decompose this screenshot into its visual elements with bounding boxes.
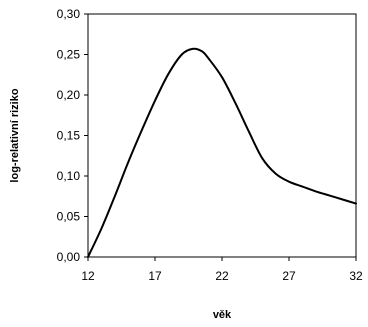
series-line [87, 47, 357, 258]
y-tick-label: 0,00 [57, 250, 81, 264]
x-tick-label: 32 [349, 269, 363, 283]
y-axis-title: log-relativní riziko [9, 88, 21, 182]
y-tick-label: 0,30 [57, 7, 81, 21]
y-tick-label: 0,05 [57, 210, 81, 224]
y-axis-ticks: 0,00 0,05 0,10 0,15 0,20 0,25 0,30 [57, 7, 88, 264]
x-axis-ticks: 12 17 22 27 32 [81, 257, 363, 283]
x-tick-label: 22 [215, 269, 229, 283]
y-tick-label: 0,25 [57, 48, 81, 62]
series-layer [87, 47, 357, 258]
x-tick-label: 17 [148, 269, 162, 283]
x-tick-label: 12 [81, 269, 95, 283]
plot-frame [87, 13, 357, 258]
y-tick-label: 0,10 [57, 169, 81, 183]
x-tick-label: 27 [282, 269, 296, 283]
x-axis-title: věk [213, 309, 232, 321]
plot-area [87, 13, 357, 258]
y-tick-label: 0,20 [57, 88, 81, 102]
y-tick-label: 0,15 [57, 129, 81, 143]
